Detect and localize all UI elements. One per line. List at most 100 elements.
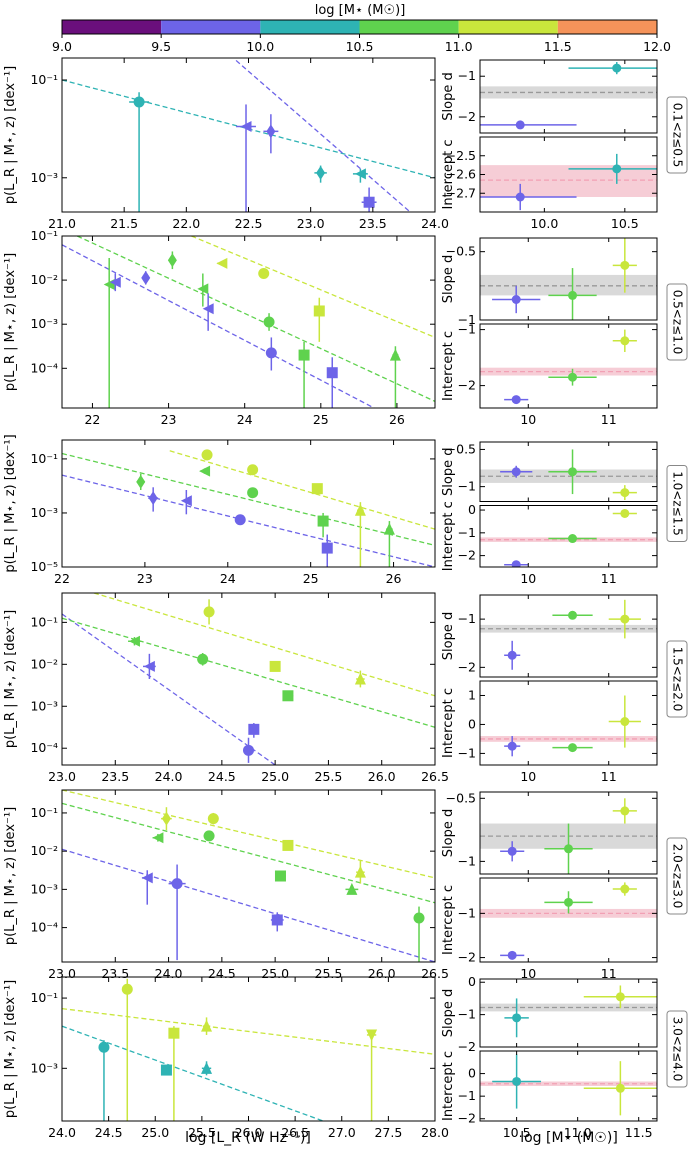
param-y-tick-label: 0	[468, 1066, 476, 1081]
data-point-left-triangle	[202, 303, 214, 315]
left-ylabel: p(L_R | M⋆, z) [dex⁻¹]	[3, 66, 18, 204]
x-tick-label: 25	[313, 412, 329, 427]
param-point	[515, 192, 525, 202]
data-point-left-triangle	[143, 660, 155, 672]
data-point-triangle	[201, 1061, 213, 1074]
x-tick-label: 25	[303, 571, 319, 586]
y-tick-label: 10⁻²	[30, 656, 58, 671]
param-point	[620, 336, 630, 346]
data-point-circle	[265, 347, 277, 359]
colorbar-segment	[359, 20, 459, 34]
param-y-tick-label: 0	[468, 502, 476, 517]
x-tick-label: 22.0	[172, 216, 200, 231]
right-xlabel: log [M⋆ (M☉)]	[520, 1130, 618, 1146]
data-point-square	[363, 196, 375, 208]
slope-label: Slope d	[441, 448, 456, 496]
x-tick-label: 26.0	[368, 769, 396, 784]
param-point	[568, 290, 578, 300]
panel-row-2: 22 23 24 25 26 10⁻¹ 10⁻² 10⁻³ 10⁻⁴ p(L_R | M⋆, z)…	[3, 228, 688, 427]
x-tick-label: 27.5	[374, 1125, 402, 1140]
param-y-tick-label: −2	[458, 1111, 476, 1126]
data-point-triangle	[354, 503, 366, 516]
data-point-circle	[243, 744, 254, 756]
param-point	[512, 1076, 522, 1086]
fit-line	[62, 613, 276, 765]
subplot-frame	[479, 978, 658, 1048]
x-tick-label: 25.5	[315, 769, 343, 784]
intercept-label: Intercept c	[441, 501, 456, 571]
param-point	[511, 295, 521, 304]
param-x-tick-label: 11	[601, 966, 617, 981]
luminosity-function-plot	[62, 59, 435, 212]
y-tick-label: 10⁻¹	[30, 614, 58, 629]
x-tick-label: 23.5	[101, 769, 129, 784]
param-x-tick-label: 10.5	[503, 1125, 531, 1140]
param-point	[568, 372, 578, 382]
redshift-tag-box	[666, 283, 688, 361]
subplot-plot	[480, 62, 657, 130]
data-point-circle	[234, 514, 246, 526]
x-tick-label: 21.5	[110, 216, 138, 231]
param-point	[515, 120, 525, 130]
x-tick-label: 28.0	[421, 1125, 449, 1140]
data-point-left-triangle	[152, 832, 164, 844]
data-point-left-triangle	[197, 283, 209, 295]
param-y-tick-label: −2	[458, 378, 476, 393]
subplot-frame	[479, 237, 658, 321]
colorbar-label: log [M⋆ (M☉)]	[315, 3, 406, 18]
data-point-square	[326, 367, 338, 379]
data-point-square	[313, 305, 325, 317]
param-y-tick-label: −1	[458, 322, 476, 337]
redshift-tag-box	[666, 96, 688, 174]
data-point-triangle	[389, 348, 401, 361]
param-x-tick-label: 11.0	[564, 1125, 592, 1140]
param-point	[507, 741, 517, 751]
param-point	[568, 534, 578, 544]
subplot-frame	[479, 505, 658, 568]
y-tick-label: 10⁻³	[30, 881, 58, 896]
x-tick-label: 26.0	[368, 966, 396, 981]
x-tick-label: 24.0	[155, 966, 183, 981]
subplot-frame	[479, 791, 658, 875]
panel-row-5: 23.0 23.5 24.0 24.5 25.0 25.5 26.0 26.510⁻¹10⁻²…	[3, 789, 688, 981]
data-point-left-triangle	[109, 276, 121, 288]
data-point-circle	[247, 464, 259, 476]
left-panel-frame	[61, 592, 436, 766]
luminosity-function-plot	[62, 449, 435, 567]
redshift-tag-box	[666, 465, 688, 542]
param-point	[612, 63, 622, 73]
y-tick-label: 10⁻⁵	[30, 559, 58, 574]
y-tick-label: 10⁻³	[30, 505, 58, 520]
panel-row-3: 22 23 24 25 26 10⁻¹ 10⁻³ 10⁻⁵ p(L_R | M⋆, z) [de…	[3, 434, 688, 586]
data-point-square	[317, 515, 329, 527]
fit-line	[62, 1025, 324, 1121]
intercept-label: Intercept c	[441, 139, 456, 209]
param-point	[620, 508, 630, 518]
x-tick-label: 25.0	[141, 1125, 169, 1140]
param-y-tick-label: −2.7	[446, 185, 476, 200]
x-tick-label: 24.5	[95, 1125, 123, 1140]
data-point-circle	[207, 813, 219, 825]
param-x-tick-label: 10	[520, 571, 536, 586]
data-point-square	[248, 723, 260, 735]
redshift-bin-label: 1.5<z≤2.0	[671, 647, 685, 712]
param-y-tick-label: −1	[458, 745, 476, 760]
param-y-tick-label: −2	[458, 548, 476, 563]
intercept-label: Intercept c	[441, 1051, 456, 1121]
x-tick-label: 24	[237, 412, 253, 427]
uncertainty-band	[480, 165, 657, 197]
param-y-tick-label: −1	[458, 611, 476, 626]
param-y-tick-label: −1	[458, 1007, 476, 1022]
data-point-triangle	[346, 882, 358, 895]
colorbar-tick-label: 10.5	[346, 39, 374, 54]
param-y-tick-label: 1	[468, 687, 476, 702]
x-tick-label: 23.0	[48, 769, 76, 784]
subplot-frame	[479, 59, 658, 134]
slope-label: Slope d	[441, 612, 456, 660]
